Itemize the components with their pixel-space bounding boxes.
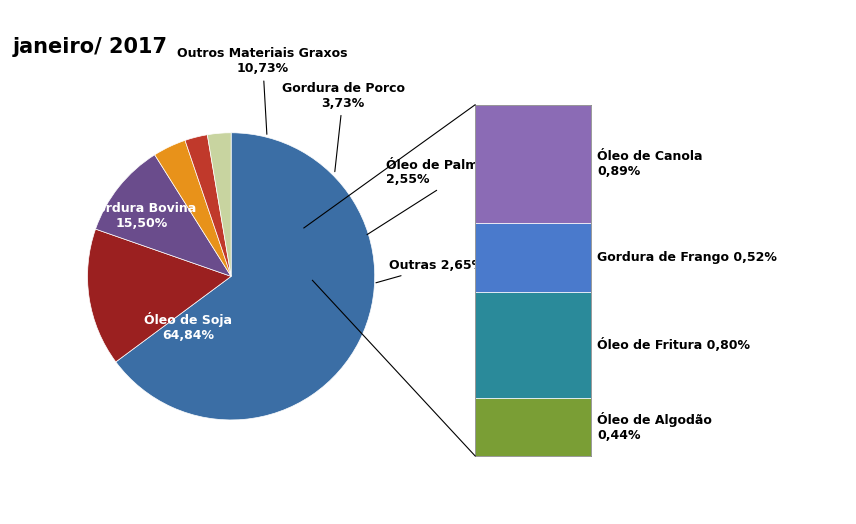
Wedge shape [116, 133, 375, 420]
Text: Óleo de Canola
0,89%: Óleo de Canola 0,89% [597, 150, 703, 178]
Text: Gordura de Porco
3,73%: Gordura de Porco 3,73% [282, 82, 405, 172]
Bar [475, 398, 591, 456]
Text: janeiro/ 2017: janeiro/ 2017 [13, 37, 168, 57]
Text: Outras 2,65%: Outras 2,65% [376, 259, 484, 283]
Text: Óleo de Algodão
0,44%: Óleo de Algodão 0,44% [597, 412, 712, 442]
Text: Gordura Bovina
15,50%: Gordura Bovina 15,50% [87, 202, 197, 230]
Bar [475, 105, 591, 223]
Wedge shape [185, 135, 231, 276]
Text: Gordura de Frango 0,52%: Gordura de Frango 0,52% [597, 250, 777, 264]
Text: Óleo de Palma / Dendê
2,55%: Óleo de Palma / Dendê 2,55% [367, 158, 545, 235]
Wedge shape [207, 133, 231, 276]
Wedge shape [96, 155, 231, 276]
Wedge shape [87, 229, 231, 362]
Text: Outros Materiais Graxos
10,73%: Outros Materiais Graxos 10,73% [177, 48, 348, 134]
Bar [475, 223, 591, 291]
Wedge shape [155, 140, 231, 276]
Text: Óleo de Soja
64,84%: Óleo de Soja 64,84% [144, 312, 232, 342]
Bar [475, 291, 591, 398]
Text: Óleo de Fritura 0,80%: Óleo de Fritura 0,80% [597, 337, 751, 352]
